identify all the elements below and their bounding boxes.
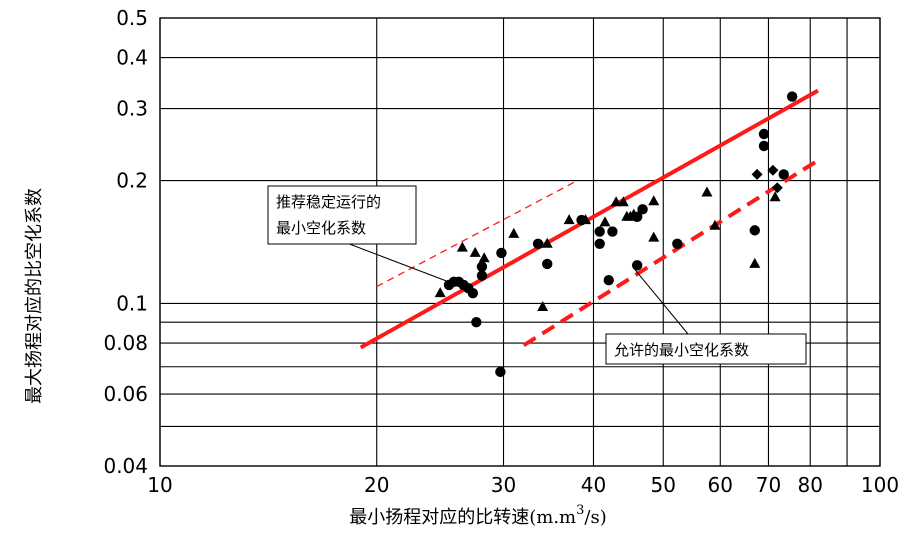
x-axis-title-sup: 3 [576,503,584,518]
data-point-circle [778,169,789,180]
data-point-triangle [563,214,575,225]
trend-lines [359,88,820,350]
data-point-circle [495,366,506,378]
data-point-diamond [767,164,779,176]
data-point-circle [749,225,760,236]
y-axis-title: 最大扬程对应的比空化系数 [24,188,45,404]
y-tick-label: 0.06 [103,382,148,406]
trend-line-dashed [522,158,820,347]
data-point-circle [496,247,507,259]
x-tick-label: 100 [861,473,899,497]
y-tick-label: 0.4 [116,46,148,70]
x-tick-label: 30 [491,473,516,497]
x-axis-title: 最小扬程对应的比转速(m.m3/s) [349,503,607,528]
callout-text: 推荐稳定运行的 [276,193,381,211]
y-tick-label: 0.08 [103,331,148,355]
y-tick-label: 0.5 [116,6,148,30]
y-tick-label: 0.1 [116,291,148,315]
x-tick-label: 60 [708,473,733,497]
data-point-circle [631,260,643,271]
data-point-triangle [769,191,781,202]
data-point-circle [476,261,488,272]
x-axis-title-tail: /s) [584,507,606,528]
callout-text: 最小空化系数 [276,219,366,237]
x-tick-label: 70 [756,473,781,497]
data-point-circle [786,91,798,102]
data-point-diamond [751,168,763,180]
data-point-triangle [456,241,468,252]
data-point-triangle [648,231,660,242]
data-points [434,91,798,378]
data-point-triangle [749,257,761,268]
data-point-triangle [469,246,481,257]
x-tick-label: 50 [651,473,676,497]
x-tick-label: 20 [364,473,389,497]
data-point-circle [542,258,553,270]
data-point-triangle [599,216,611,227]
callout-box [267,185,417,245]
data-point-triangle [434,287,446,298]
data-point-triangle [701,186,713,197]
data-point-circle [603,275,614,286]
x-tick-label: 10 [147,473,172,497]
x-axis-title-main: 最小扬程对应的比转速(m.m [349,507,576,528]
data-point-circle [637,204,648,215]
data-point-triangle [508,227,520,238]
y-tick-label: 0.2 [116,169,148,193]
data-point-triangle [648,195,660,206]
data-point-triangle [541,237,553,248]
data-point-circle [532,238,544,249]
data-point-triangle [617,196,629,207]
data-point-triangle [610,196,622,207]
trend-line-solid [359,88,819,350]
callout-text: 允许的最小空化系数 [614,341,749,359]
data-point-circle [594,238,605,249]
data-point-circle [758,140,770,152]
data-point-triangle [478,252,490,263]
callout-leader-line [349,243,453,284]
callout-box [605,333,807,365]
y-tick-label: 0.3 [116,97,148,121]
trend-line-dashed-thin [376,179,578,288]
x-tick-label: 80 [797,473,822,497]
data-point-circle [476,270,488,281]
data-point-triangle [709,219,721,230]
x-tick-label: 40 [581,473,606,497]
data-point-circle [467,287,479,299]
grid-lines [159,17,881,467]
data-point-circle [471,316,482,328]
data-point-circle [672,238,683,249]
y-tick-label: 0.04 [103,454,148,478]
tick-labels: 10 20 30 40 50 60 70 80 100 0.04 0.06 0.08 0.1 0.2 0.3… [103,6,899,497]
data-point-triangle [537,301,549,312]
data-point-triangle [628,208,640,219]
callout-leader-line [633,267,689,335]
data-point-diamond [771,182,783,194]
data-point-circle [758,128,770,140]
data-point-triangle [580,214,592,225]
data-point-circle [607,226,618,237]
data-point-circle [594,226,605,237]
